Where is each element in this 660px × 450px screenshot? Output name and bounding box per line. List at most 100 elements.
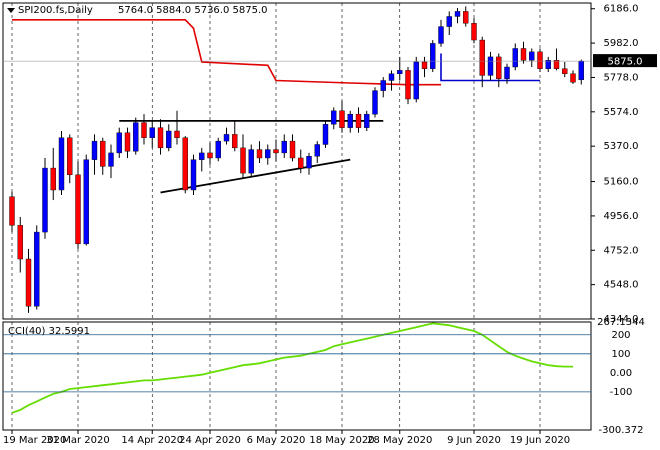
- date-tick-label: 18 May 2020: [309, 435, 374, 446]
- candle-body: [331, 110, 337, 125]
- candle-body: [9, 196, 15, 226]
- price-tick-label: 4548.0: [604, 280, 639, 291]
- date-tick-label: 24 Apr 2020: [179, 435, 241, 446]
- cci-axis: 267.1344 200 100 0.00 -100 -300.372: [3, 317, 645, 436]
- candle-body: [520, 48, 527, 61]
- candle-body: [413, 61, 419, 100]
- candle-body: [553, 60, 560, 69]
- candle-body: [322, 124, 329, 145]
- candle-body: [364, 113, 370, 128]
- price-tick-label: 4344.0: [604, 314, 639, 325]
- cci-line: [11, 322, 573, 414]
- candle-body: [306, 156, 312, 169]
- date-tick-label: 6 May 2020: [247, 435, 306, 446]
- candle-body: [570, 73, 576, 83]
- price-tick-label: 6186.0: [604, 4, 639, 15]
- candle-body: [124, 132, 131, 152]
- candle-body: [207, 152, 213, 159]
- candle-body: [529, 51, 535, 61]
- price-tick-label: 5982.0: [604, 38, 639, 49]
- candle-body: [199, 152, 205, 160]
- candle-body: [471, 23, 477, 41]
- cci-tick-label: -300.372: [599, 425, 644, 436]
- cci-tick-label: 267.1344: [597, 317, 645, 328]
- cci-tick-label: 0.00: [610, 368, 632, 379]
- candle-body: [50, 167, 56, 191]
- candle-body: [512, 48, 518, 68]
- candle-body: [91, 140, 98, 160]
- date-tick-label: 19 Jun 2020: [510, 435, 570, 446]
- candle-body: [215, 140, 221, 159]
- candle-body: [182, 137, 188, 191]
- price-tick-label: 5574.0: [604, 107, 639, 118]
- grid: [11, 3, 541, 430]
- candle-body: [34, 231, 40, 307]
- main-panel-frame: [2, 2, 592, 320]
- candle-body: [496, 56, 502, 79]
- price-tick-label: 4752.0: [604, 245, 639, 256]
- candle-body: [265, 149, 271, 159]
- candle-body: [537, 51, 543, 69]
- candle-body: [388, 73, 395, 81]
- candle-body: [487, 56, 494, 76]
- candle-body: [116, 132, 122, 154]
- cci-tick-label: 200: [611, 330, 630, 341]
- candle-body: [298, 157, 304, 169]
- candle-body: [67, 137, 73, 176]
- current-price-label: 5875.0: [608, 57, 643, 68]
- candle-body: [463, 11, 469, 24]
- candle-body: [339, 110, 345, 128]
- candle-body: [149, 127, 155, 138]
- candle-body: [454, 11, 461, 17]
- candle-body: [380, 80, 386, 91]
- cci-tick-label: 100: [611, 349, 630, 360]
- candle-body: [405, 70, 411, 100]
- current-price-box: [593, 54, 657, 68]
- candle-body: [314, 144, 320, 157]
- date-tick-label: 28 May 2020: [367, 435, 432, 446]
- candle-body: [562, 68, 568, 74]
- candle-body: [141, 122, 147, 138]
- indicator-panel-frame: [2, 321, 592, 431]
- candle-body: [430, 43, 436, 69]
- candle-body: [174, 130, 180, 138]
- candle-body: [347, 113, 353, 128]
- candle-body: [446, 16, 452, 27]
- collapse-triangle-icon[interactable]: [7, 8, 15, 13]
- support-trend-line: [160, 158, 351, 194]
- candle-body: [240, 147, 246, 174]
- candle-body: [42, 167, 48, 233]
- candle-body: [504, 66, 510, 79]
- candle-body: [281, 140, 287, 154]
- candle-body: [438, 26, 444, 44]
- date-tick-label: 31 Mar 2020: [46, 435, 109, 446]
- candle-body: [108, 152, 114, 167]
- price-tick-label: 5370.0: [604, 141, 639, 152]
- cci-tick-label: -100: [610, 387, 633, 398]
- candle-body: [190, 159, 197, 191]
- cci-label: CCI(40) 32.5991: [8, 326, 90, 337]
- price-tick-label: 4956.0: [604, 211, 639, 222]
- candle-body: [578, 60, 584, 81]
- price-axis: 6186.0 5982.0 5778.0 5574.0 5370.0 5160.0 4956…: [3, 4, 657, 325]
- candle-body: [223, 134, 230, 142]
- candle-body: [289, 140, 296, 159]
- candle-body: [75, 174, 81, 245]
- date-tick-label: 14 Apr 2020: [121, 435, 183, 446]
- candle-body: [479, 39, 485, 76]
- candle-body: [232, 134, 238, 149]
- candle-body: [100, 140, 106, 167]
- date-tick-label: 19 Mar 2020: [3, 435, 66, 446]
- candle-body: [133, 122, 139, 152]
- date-tick-label: 9 Jun 2020: [447, 435, 501, 446]
- candle-body: [273, 149, 279, 154]
- candle-body: [157, 127, 164, 149]
- candle-body: [83, 159, 89, 245]
- price-tick-label: 5778.0: [604, 72, 639, 83]
- resistance-red-line: [12, 19, 441, 86]
- cci-series: [11, 322, 573, 414]
- candle-body: [421, 61, 428, 69]
- candle-body: [256, 149, 263, 159]
